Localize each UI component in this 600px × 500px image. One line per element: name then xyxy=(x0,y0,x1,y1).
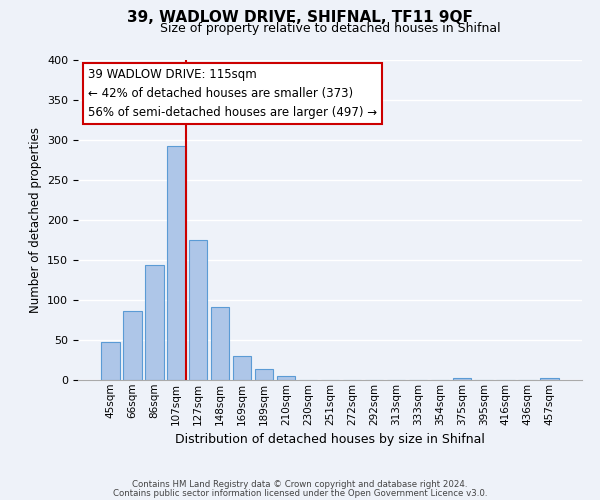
X-axis label: Distribution of detached houses by size in Shifnal: Distribution of detached houses by size … xyxy=(175,433,485,446)
Y-axis label: Number of detached properties: Number of detached properties xyxy=(29,127,41,313)
Title: Size of property relative to detached houses in Shifnal: Size of property relative to detached ho… xyxy=(160,22,500,35)
Bar xyxy=(101,342,119,380)
Bar xyxy=(145,265,164,380)
Bar xyxy=(277,376,295,380)
Bar xyxy=(123,311,142,380)
Bar xyxy=(167,146,185,380)
Bar xyxy=(211,307,229,380)
Bar xyxy=(541,378,559,380)
Text: Contains HM Land Registry data © Crown copyright and database right 2024.: Contains HM Land Registry data © Crown c… xyxy=(132,480,468,489)
Bar xyxy=(452,378,471,380)
Bar xyxy=(233,356,251,380)
Bar xyxy=(255,369,274,380)
Text: 39, WADLOW DRIVE, SHIFNAL, TF11 9QF: 39, WADLOW DRIVE, SHIFNAL, TF11 9QF xyxy=(127,10,473,25)
Text: 39 WADLOW DRIVE: 115sqm
← 42% of detached houses are smaller (373)
56% of semi-d: 39 WADLOW DRIVE: 115sqm ← 42% of detache… xyxy=(88,68,377,119)
Bar xyxy=(189,240,208,380)
Text: Contains public sector information licensed under the Open Government Licence v3: Contains public sector information licen… xyxy=(113,488,487,498)
